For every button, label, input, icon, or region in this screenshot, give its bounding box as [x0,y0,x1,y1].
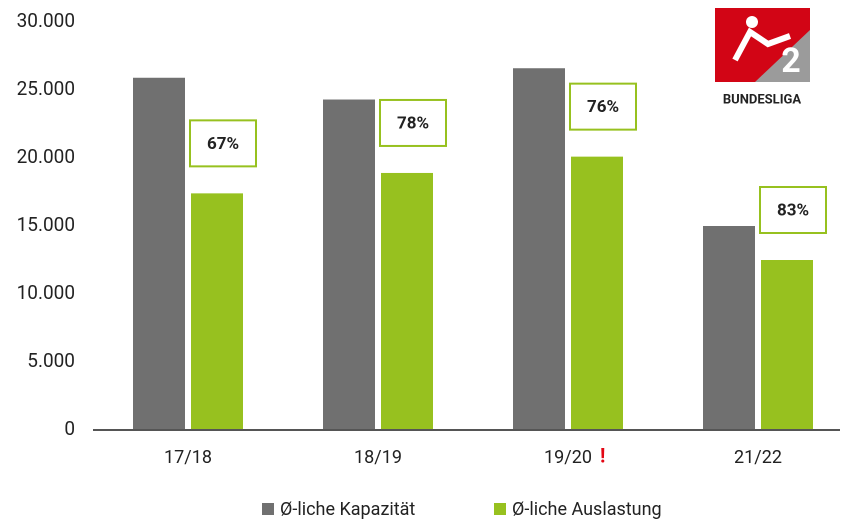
bar [191,193,243,430]
x-tick-label: 19/20 [544,447,592,468]
y-tick-label: 15.000 [17,213,75,236]
utilization-label: 83% [777,200,809,220]
logo-number: 2 [781,41,801,81]
logo-gray [755,30,810,82]
utilization-label: 78% [397,113,429,133]
y-tick-label: 30.000 [17,9,75,32]
utilization-box [759,186,827,234]
bar [381,172,433,430]
x-tick-label: 18/19 [354,447,402,468]
bar [703,226,755,430]
legend-label: Ø-liche Auslastung [512,499,662,520]
bar [761,260,813,430]
x-tick-label: 17/18 [164,447,212,468]
y-tick-label: 20.000 [17,145,75,168]
logo-player-body [732,27,792,62]
legend-swatch [262,503,274,515]
y-tick-label: 0 [64,417,75,440]
utilization-box [379,98,447,147]
utilization-label: 67% [207,134,239,154]
x-tick-label: 21/22 [734,447,782,468]
annotation: ! [600,443,605,467]
bar [571,156,623,430]
bar [133,77,185,430]
logo: 2 BUNDESLIGA [715,8,810,107]
utilization-label: 76% [587,97,619,117]
legend-swatch [494,503,506,515]
utilization-box [189,119,257,168]
bar [513,68,565,431]
utilization-box [569,82,637,131]
y-tick-label: 25.000 [17,77,75,100]
legend-label: Ø-liche Kapazität [280,499,415,520]
y-tick-label: 5.000 [27,349,75,372]
logo-text: BUNDESLIGA [723,92,802,107]
bar [323,99,375,431]
logo-player [746,16,758,28]
y-tick-label: 10.000 [17,281,75,304]
